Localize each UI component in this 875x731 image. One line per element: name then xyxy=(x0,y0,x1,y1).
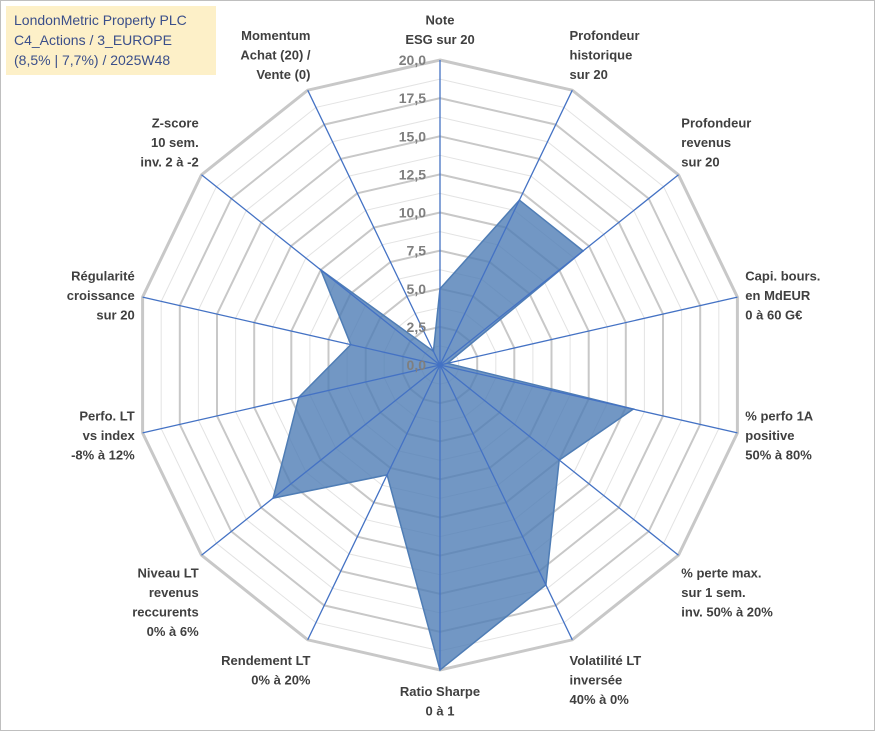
axis-spoke xyxy=(307,364,441,641)
axis-spoke xyxy=(142,364,441,434)
tick-label: 12,5 xyxy=(399,166,426,182)
axis-label: % perfo 1A positive 50% à 80% xyxy=(745,409,814,463)
axis-label: Perfo. LT vs index -8% à 12% xyxy=(71,409,135,463)
axis-label: Momentum Achat (20) / Vente (0) xyxy=(240,28,310,82)
axis-spoke xyxy=(439,296,738,366)
tick-label: 7,5 xyxy=(407,243,427,259)
axis-label: Ratio Sharpe 0 à 1 xyxy=(400,684,480,719)
tick-label: 17,5 xyxy=(399,90,426,106)
title-box: LondonMetric Property PLC C4_Actions / 3… xyxy=(6,6,216,75)
tick-label: 15,0 xyxy=(399,128,426,144)
axis-label: Volatilité LT inversée 40% à 0% xyxy=(570,653,642,707)
axis-spoke xyxy=(142,296,441,366)
tick-label: 10,0 xyxy=(399,205,426,221)
axis-spoke xyxy=(439,174,679,366)
axis-label: Rendement LT 0% à 20% xyxy=(221,653,311,688)
axis-label: Profondeur historique sur 20 xyxy=(570,28,640,82)
tick-label: 2,5 xyxy=(407,319,427,335)
tick-label: 5,0 xyxy=(407,281,427,297)
axis-spoke xyxy=(439,364,679,556)
axis-spoke xyxy=(201,174,441,366)
axis-label: Z-score 10 sem. inv. 2 à -2 xyxy=(140,116,198,170)
title-line: C4_Actions / 3_EUROPE xyxy=(14,32,172,48)
axis-label: Niveau LT revenus reccurents 0% à 6% xyxy=(132,565,199,639)
axis-spoke xyxy=(307,89,441,366)
axis-label: Régularité croissance sur 20 xyxy=(67,268,135,322)
axis-label: Capi. bours. en MdEUR 0 à 60 G€ xyxy=(745,268,820,322)
axis-spoke xyxy=(201,364,441,556)
axis-label: % perte max. sur 1 sem. inv. 50% à 20% xyxy=(681,565,773,619)
axis-label: Note ESG sur 20 xyxy=(405,13,474,48)
axis-label: Profondeur revenus sur 20 xyxy=(681,116,751,170)
tick-label: 0,0 xyxy=(407,357,427,373)
title-line: (8,5% | 7,7%) / 2025W48 xyxy=(14,52,171,68)
axis-spoke xyxy=(439,89,573,366)
tick-label: 20,0 xyxy=(399,52,426,68)
title-line: LondonMetric Property PLC xyxy=(14,12,187,28)
axis-spoke xyxy=(439,364,738,434)
axis-spoke xyxy=(439,364,573,641)
